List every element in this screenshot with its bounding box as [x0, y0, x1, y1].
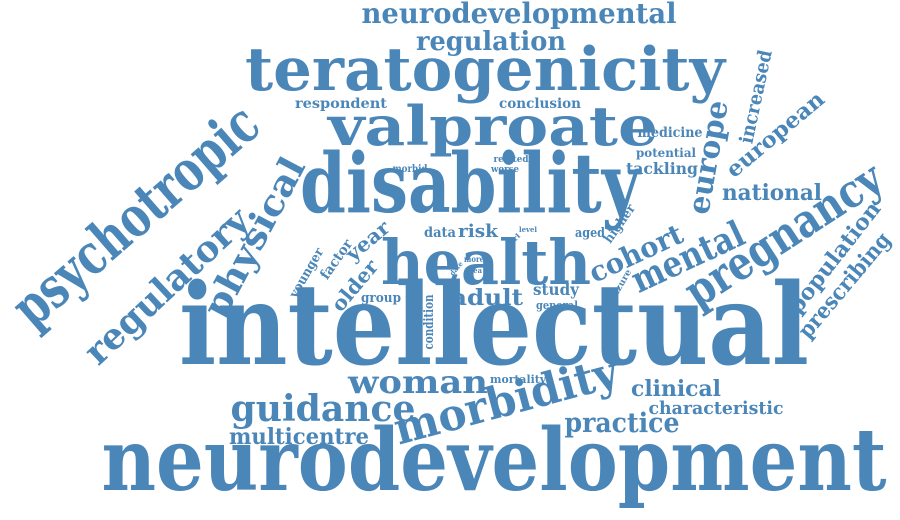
word-potential: potential [636, 146, 696, 160]
word-characteristic: characteristic [649, 398, 784, 419]
word-medicine: medicine [638, 125, 703, 141]
word-level: level [519, 225, 537, 234]
word-respondent: respondent [295, 96, 388, 112]
word-disability: disability [300, 136, 642, 232]
word-group: group [361, 291, 401, 306]
word-conclusion: conclusion [499, 96, 581, 112]
word-guidance: guidance [231, 388, 416, 430]
word-teratogenicity: teratogenicity [245, 35, 727, 105]
word-practice: practice [565, 408, 680, 439]
word-valproate: valproate [327, 94, 658, 158]
word-study: study [533, 280, 580, 299]
word-health: health [381, 226, 591, 299]
word-national: national [722, 180, 822, 206]
word-risk: risk [458, 221, 499, 242]
word-woman: woman [347, 363, 488, 401]
word-general: general [536, 299, 578, 312]
word-more: more [464, 254, 484, 264]
word-morbid: morbid [393, 164, 428, 175]
word-idea: idea [466, 266, 482, 275]
word-adult: adult [451, 285, 524, 311]
word-mortality: mortality [490, 373, 547, 386]
word-intellectual: intellectual [179, 260, 809, 391]
word-multicentre: multicentre [229, 424, 369, 450]
word-clinical: clinical [631, 376, 721, 402]
word-neurodevelopmental: neurodevelopmental [362, 0, 677, 30]
words-layer: intellectual neurodevelopment disability… [0, 0, 896, 511]
word-condition: condition [422, 294, 437, 349]
word-worse: worse [490, 165, 519, 175]
word-related: related [494, 155, 530, 165]
word-aged: aged [575, 226, 605, 241]
word-data: data [424, 225, 456, 241]
word-regulation: regulation [416, 27, 566, 57]
word-tackling: tackling [626, 159, 698, 178]
word-neurodevelopment: neurodevelopment [102, 410, 887, 511]
